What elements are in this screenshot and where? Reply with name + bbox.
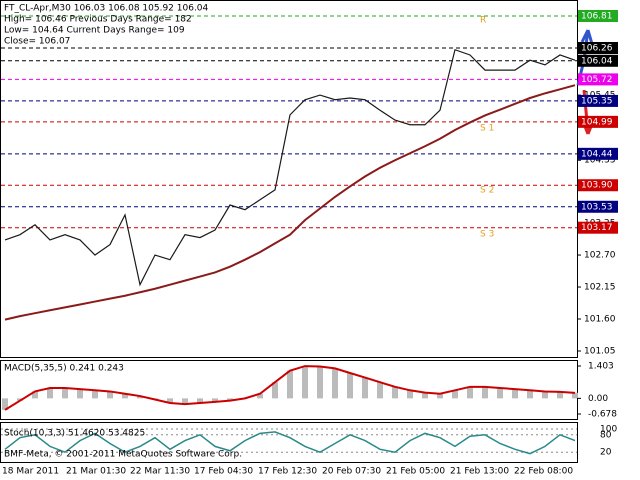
x-tick-label: 22 Feb 08:00 xyxy=(514,467,573,477)
header-line: FT_CL-Apr,M30 106.03 106.08 105.92 106.0… xyxy=(4,4,209,14)
macd-bar xyxy=(497,387,503,399)
macd-bar xyxy=(167,398,173,403)
x-tick-label: 17 Feb 04:30 xyxy=(194,467,253,477)
macd-bar xyxy=(407,390,413,399)
macd-bar xyxy=(197,398,203,403)
macd-bar xyxy=(92,390,98,399)
macd-bar xyxy=(467,386,473,399)
y-tick-label: -0.678 xyxy=(588,410,617,420)
level-tag xyxy=(578,200,618,213)
macd-bar xyxy=(332,368,338,399)
level-label: 103.90 xyxy=(581,181,613,191)
macd-bar xyxy=(557,391,563,399)
y-tick-label: 1.403 xyxy=(588,362,614,372)
macd-bar xyxy=(392,386,398,399)
macd-bar xyxy=(422,392,428,399)
y-tick-label: 80 xyxy=(600,430,612,440)
header-line: Low= 104.64 Current Days Range= 109 xyxy=(4,26,185,36)
macd-title: MACD(5,35,5) 0.241 0.243 xyxy=(4,364,124,374)
macd-bar xyxy=(362,377,368,399)
macd-bar xyxy=(77,389,83,399)
stoch-title: Stoch(10,3,3) 51.4620 53.4825 xyxy=(4,429,145,439)
level-label: 106.81 xyxy=(581,12,613,22)
macd-bar xyxy=(32,391,38,399)
macd-bar xyxy=(437,393,443,399)
y-tick-label: 104.33 xyxy=(584,156,616,166)
level-label: 104.44 xyxy=(581,149,613,159)
macd-bar xyxy=(47,387,53,399)
y-tick-label: 101.60 xyxy=(584,315,616,325)
level-label: 103.53 xyxy=(581,202,613,212)
y-tick-label: 20 xyxy=(600,448,612,458)
plot xyxy=(2,48,578,455)
pivot-label: S 3 xyxy=(480,230,494,240)
header-line: Close= 106.07 xyxy=(4,37,70,47)
macd-bar xyxy=(347,372,353,399)
macd-bar xyxy=(527,390,533,399)
x-tick-label: 18 Mar 2011 xyxy=(2,467,59,477)
x-tick-label: 21 Mar 01:30 xyxy=(66,467,126,477)
macd-bar xyxy=(287,370,293,399)
level-tag xyxy=(578,179,618,192)
macd-bar xyxy=(377,382,383,399)
macd-bar xyxy=(572,392,578,399)
macd-bar xyxy=(62,387,68,399)
level-label: 105.35 xyxy=(581,96,613,106)
header-line: High= 106.46 Previous Days Range= 182 xyxy=(4,15,192,25)
macd-bar xyxy=(182,398,188,405)
level-tag xyxy=(578,41,618,54)
macd-bar xyxy=(137,396,143,399)
stoch-line xyxy=(4,431,576,455)
x-tick-label: 21 Feb 05:00 xyxy=(386,467,445,477)
level-label: 105.72 xyxy=(581,75,613,85)
pivot-label: S 1 xyxy=(480,124,494,134)
level-label: 106.04 xyxy=(581,56,613,66)
y-tick-label: 100 xyxy=(600,425,617,435)
macd-line xyxy=(4,365,576,411)
y-tick-label: 0.00 xyxy=(588,394,608,404)
pivot-label: S 2 xyxy=(480,186,494,196)
macd-bar xyxy=(512,389,518,399)
x-tick-label: 21 Feb 13:00 xyxy=(450,467,509,477)
level-label: 104.99 xyxy=(581,117,613,127)
macd-bar xyxy=(452,390,458,399)
level-tag xyxy=(578,115,618,128)
y-tick-label: 101.05 xyxy=(584,347,616,357)
macd-bar xyxy=(257,393,263,399)
level-label: 106.26 xyxy=(581,43,613,53)
x-tick-label: 20 Feb 07:30 xyxy=(322,467,381,477)
level-tag xyxy=(578,10,618,22)
y-tick-label: 102.70 xyxy=(584,251,616,261)
level-tag xyxy=(578,221,618,234)
main-panel xyxy=(0,0,578,358)
macd-bar xyxy=(107,391,113,399)
level-label: 103.17 xyxy=(581,223,613,233)
macd-bar xyxy=(212,398,218,402)
macd-bar xyxy=(302,366,308,399)
macd-bar xyxy=(317,366,323,399)
macd-bar xyxy=(482,386,488,399)
x-tick-label: 17 Feb 12:30 xyxy=(258,467,317,477)
macd-bar xyxy=(227,398,233,401)
level-tag xyxy=(578,73,618,86)
series-line xyxy=(4,84,576,321)
macd-bar xyxy=(2,398,8,410)
macd-bar xyxy=(542,391,548,399)
macd-bar xyxy=(122,393,128,399)
macd-bar xyxy=(272,382,278,399)
level-tag xyxy=(578,54,618,67)
series-line xyxy=(4,48,576,287)
x-tick-label: 22 Mar 11:30 xyxy=(130,467,190,477)
y-tick-label: 102.15 xyxy=(584,283,616,293)
level-tag xyxy=(578,94,618,107)
copyright: BMF-Meta, © 2001-2011 MetaQuotes Softwar… xyxy=(4,450,242,460)
pivot-label: R xyxy=(480,16,486,26)
level-tag xyxy=(578,147,618,160)
